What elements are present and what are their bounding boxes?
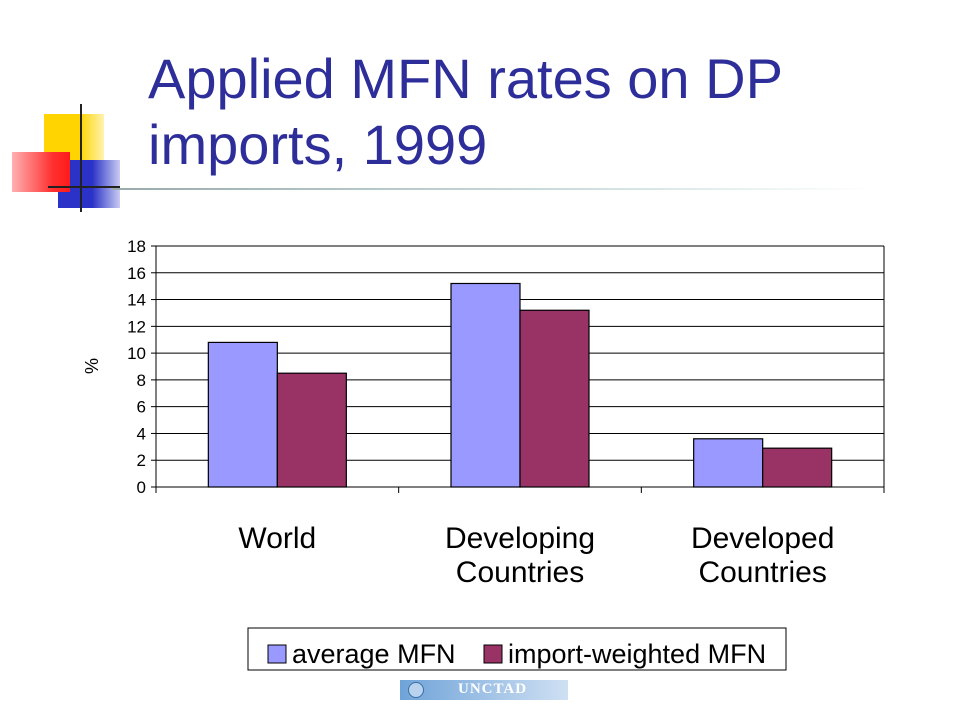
legend-box <box>247 627 787 671</box>
decorative-horizontal-line <box>48 186 120 188</box>
y-tick-label: 16 <box>127 264 146 283</box>
title-underline <box>112 188 872 190</box>
y-tick-label: 12 <box>127 317 146 336</box>
x-category-label: Developing Countries <box>445 522 595 589</box>
legend-swatch-average-mfn <box>267 644 287 664</box>
slide-title: Applied MFN rates on DP imports, 1999 <box>148 47 782 176</box>
legend-label-import-weighted-mfn: import-weighted MFN <box>508 639 766 669</box>
x-category-label: Developed Countries <box>691 522 834 589</box>
bar-average-mfn <box>450 282 521 488</box>
bar-import-weighted-mfn <box>276 372 347 488</box>
decorative-red-square <box>12 152 70 192</box>
y-tick-label: 4 <box>137 424 146 443</box>
x-category-label-line: Countries <box>456 556 584 589</box>
bar-import-weighted-mfn <box>762 447 833 488</box>
bar-average-mfn <box>207 341 278 488</box>
unctad-logo: UNCTAD <box>400 680 568 700</box>
bar-average-mfn <box>693 438 764 488</box>
x-category-label-line: Developed <box>691 522 834 555</box>
y-tick-label: 2 <box>137 451 146 470</box>
y-tick-label: 8 <box>137 371 146 390</box>
legend-label-average-mfn: average MFN <box>292 639 456 669</box>
x-category-label-line: Countries <box>698 556 826 589</box>
y-tick-label: 18 <box>127 237 146 256</box>
y-tick-label: 10 <box>127 344 146 363</box>
un-emblem-icon <box>408 682 424 698</box>
legend-swatch-import-weighted-mfn <box>483 644 503 664</box>
x-category-label-line: Developing <box>445 522 595 555</box>
unctad-logo-text: UNCTAD <box>458 681 528 697</box>
y-axis-label: % <box>82 358 102 374</box>
y-tick-label: 0 <box>137 478 146 497</box>
decorative-vertical-line <box>80 104 82 212</box>
y-tick-label: 6 <box>137 398 146 417</box>
y-tick-label: 14 <box>127 291 146 310</box>
bar-import-weighted-mfn <box>519 309 590 488</box>
x-category-label-line: World <box>238 522 316 555</box>
x-category-label: World <box>238 522 316 555</box>
